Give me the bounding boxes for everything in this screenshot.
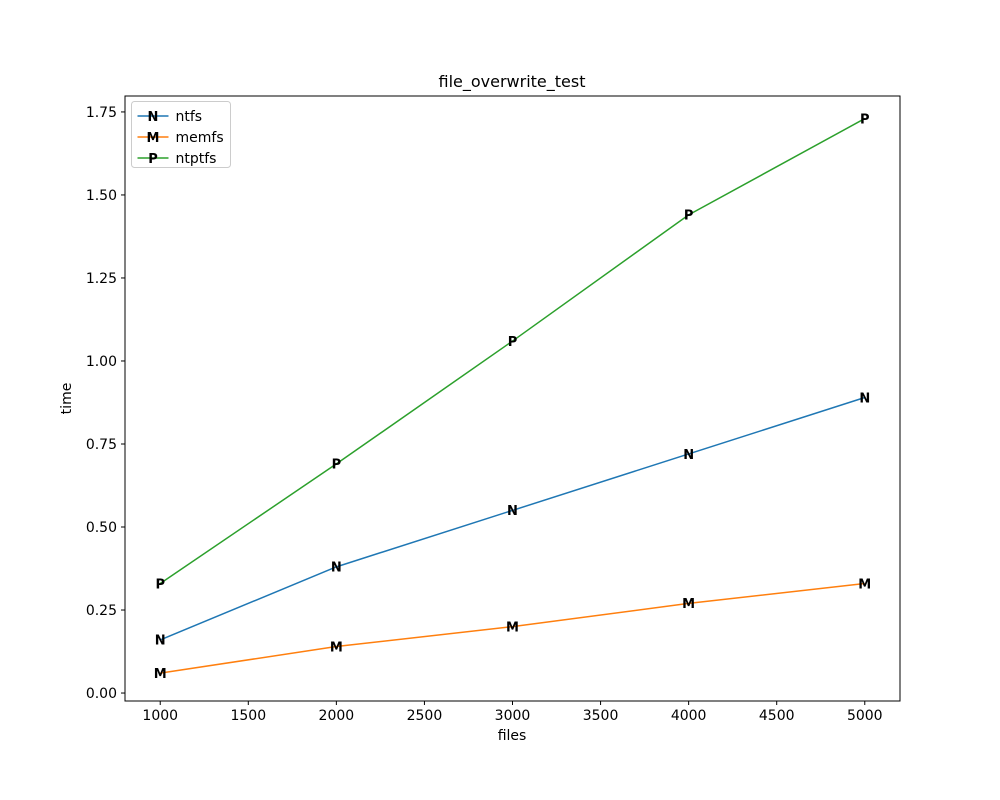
y-tick-label: 0.75 xyxy=(86,437,117,453)
x-tick-label: 3000 xyxy=(495,708,531,724)
y-tick-label: 1.25 xyxy=(86,271,117,287)
y-tick-label: 0.00 xyxy=(86,686,117,702)
data-point-marker-ntptfs: P xyxy=(508,335,518,350)
data-point-marker-memfs: M xyxy=(858,577,871,592)
chart-title: file_overwrite_test xyxy=(439,72,586,92)
axes-spines xyxy=(124,95,901,702)
x-tick-label: 3500 xyxy=(583,708,619,724)
data-point-marker-ntptfs: P xyxy=(332,458,342,473)
legend-handle-marker: N xyxy=(148,110,159,125)
legend-label-ntptfs: ntptfs xyxy=(176,151,217,167)
series-line-memfs xyxy=(160,582,865,674)
data-point-marker-ntfs: N xyxy=(331,561,342,576)
data-point-marker-memfs: M xyxy=(330,640,343,655)
data-point-marker-ntfs: N xyxy=(683,448,694,463)
data-point-marker-memfs: M xyxy=(154,667,167,682)
data-point-marker-ntptfs: P xyxy=(155,577,165,592)
y-tick-label: 1.00 xyxy=(86,354,117,370)
legend-label-memfs: memfs xyxy=(176,130,224,146)
x-tick-label: 5000 xyxy=(847,708,883,724)
legend-handle-marker: M xyxy=(147,131,160,146)
y-tick-label: 1.50 xyxy=(86,188,117,204)
x-tick-label: 4000 xyxy=(671,708,707,724)
data-point-marker-ntptfs: P xyxy=(684,209,694,224)
data-point-marker-memfs: M xyxy=(682,597,695,612)
x-tick-label: 1500 xyxy=(230,708,266,724)
y-tick-label: 1.75 xyxy=(86,105,117,121)
series-line-ntptfs xyxy=(159,117,866,585)
x-tick-label: 1000 xyxy=(142,708,178,724)
data-point-marker-ntptfs: P xyxy=(860,112,870,127)
y-tick-label: 0.50 xyxy=(86,520,117,536)
x-tick-label: 2000 xyxy=(319,708,355,724)
x-axis-label: files xyxy=(498,728,527,744)
legend-label-ntfs: ntfs xyxy=(176,109,203,125)
legend-handle-marker: P xyxy=(148,152,158,167)
plot-area: 1000 1500 2000 2500 3000 3500 4000 4500 5000 0.00… xyxy=(86,95,901,724)
x-tick-label: 4500 xyxy=(759,708,795,724)
x-tick-label: 2500 xyxy=(407,708,443,724)
legend-frame xyxy=(131,101,231,168)
y-tick-label: 0.25 xyxy=(86,603,117,619)
y-axis-label: time xyxy=(59,383,75,415)
data-point-marker-ntfs: N xyxy=(507,504,518,519)
data-point-marker-ntfs: N xyxy=(155,634,166,649)
data-point-marker-memfs: M xyxy=(506,620,519,635)
series-line-ntfs xyxy=(159,396,866,641)
data-point-marker-ntfs: N xyxy=(859,391,870,406)
